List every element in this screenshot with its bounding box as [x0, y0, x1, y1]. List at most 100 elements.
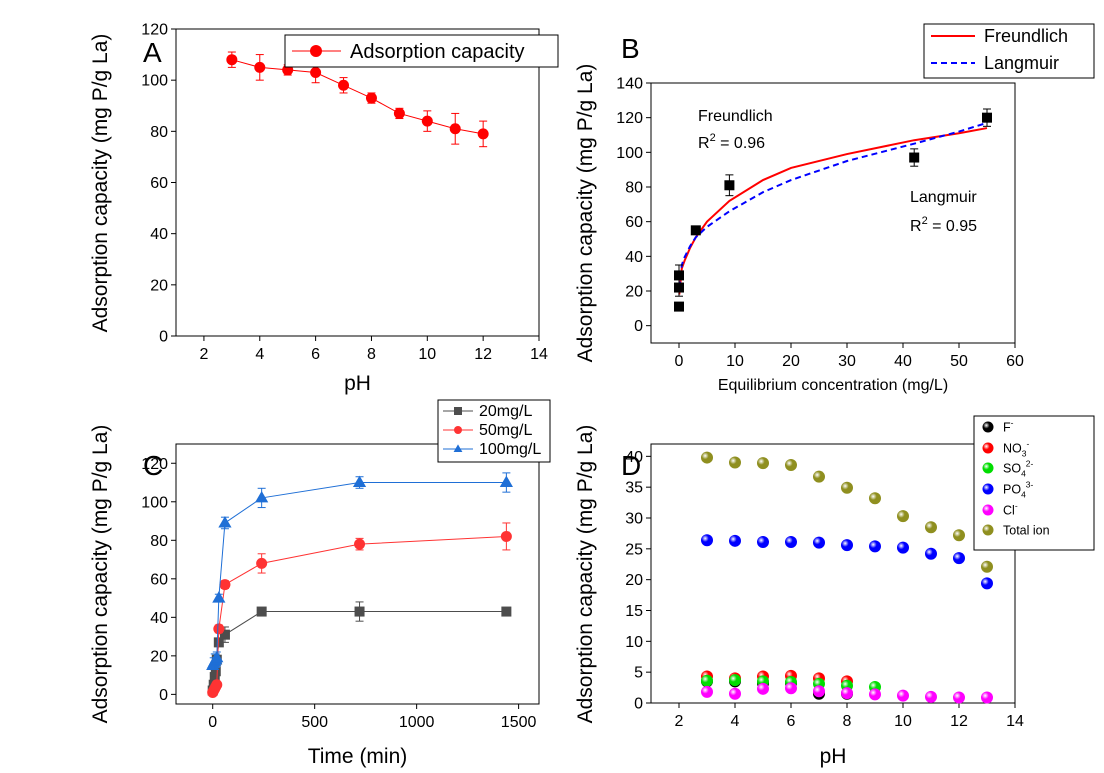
x-tick-label: 0: [208, 714, 217, 731]
x-tick-label: 2: [675, 713, 684, 730]
y-tick-label: 10: [625, 634, 643, 651]
legend-box: [923, 23, 1095, 79]
data-point: [925, 690, 937, 703]
x-axis-label: Time (min): [308, 745, 408, 768]
legend-marker: [982, 421, 994, 433]
y-tick-label: 20: [150, 277, 168, 294]
data-point: [785, 682, 797, 695]
annotation-fit-name: Langmuir: [910, 189, 977, 206]
data-point: [869, 688, 881, 701]
data-point: [499, 475, 513, 488]
y-tick-label: 15: [625, 603, 643, 620]
data-point: [219, 579, 231, 591]
data-point: [211, 679, 223, 691]
y-tick-label: 20: [150, 648, 168, 665]
panel-a: 2 4 6 8 10 12 14 0 20 40 60 80 100 120 pH Adsorption ca…: [89, 22, 559, 395]
x-tick-label: 30: [838, 353, 856, 370]
panel-letter: C: [143, 450, 163, 481]
series-line: [212, 611, 507, 691]
data-point: [757, 457, 769, 470]
data-point: [219, 629, 230, 640]
data-point: [785, 458, 797, 471]
legend-label: PO43-: [1003, 480, 1034, 500]
data-point: [210, 650, 224, 663]
panel-b: 0 10 20 30 40 50 60 0 20 40 60 80 100 120 140 Equilibri…: [574, 23, 1095, 394]
legend-label: 20mg/L: [479, 403, 532, 420]
plot-frame: [650, 443, 1016, 704]
x-tick-label: 0: [675, 353, 684, 370]
data-point: [953, 691, 965, 704]
legend: F- NO3-SO42-PO43-Cl- Total ion: [973, 415, 1095, 551]
data-point: [500, 530, 512, 542]
data-point: [729, 456, 741, 469]
x-tick-label: 8: [843, 713, 852, 730]
data-point: [421, 115, 433, 127]
plot-frame: [175, 28, 540, 337]
legend-label: 100mg/L: [479, 441, 541, 458]
data-point: [212, 591, 226, 603]
data-point: [981, 577, 993, 590]
data-point: [813, 470, 825, 483]
legend-marker: [982, 483, 994, 495]
data-point: [869, 492, 881, 505]
x-tick-label: 12: [950, 713, 968, 730]
y-tick-label: 30: [625, 511, 643, 528]
y-tick-label: 60: [150, 175, 168, 192]
y-tick-label: 80: [150, 124, 168, 141]
y-tick-label: 120: [616, 110, 643, 127]
legend-marker: [454, 407, 462, 415]
data-point: [674, 270, 684, 281]
data-point: [354, 606, 365, 617]
data-point: [352, 475, 367, 488]
data-point: [953, 552, 965, 565]
data-point: [254, 61, 266, 73]
data-point: [354, 538, 366, 550]
annotation-r2: R2 = 0.96: [698, 132, 765, 152]
data-point: [724, 180, 735, 191]
x-tick-label: 12: [474, 346, 492, 363]
series-line: [231, 59, 484, 135]
data-point: [841, 481, 853, 494]
data-point: [501, 606, 512, 617]
data-point: [338, 79, 350, 91]
y-tick-label: 0: [634, 696, 643, 713]
legend-marker: [453, 444, 463, 452]
legend: 20mg/L 50mg/L 100mg/L: [437, 399, 551, 463]
data-point: [393, 107, 405, 119]
y-tick-label: 25: [625, 541, 643, 558]
data-point: [255, 491, 269, 503]
x-tick-label: 10: [418, 346, 436, 363]
y-tick-label: 120: [141, 456, 168, 473]
panel-letter: B: [621, 33, 640, 64]
data-point: [226, 54, 238, 66]
panel-d: 2 4 6 8 10 12 14 0 5 10 15 20 25 30 35 40 pH Adsorption c…: [574, 415, 1095, 768]
data-point: [981, 691, 993, 704]
data-point: [674, 282, 684, 293]
data-point: [757, 682, 769, 695]
data-point: [690, 225, 701, 236]
y-tick-label: 60: [150, 571, 168, 588]
legend-label: SO42-: [1003, 459, 1034, 479]
y-tick-label: 40: [625, 249, 643, 266]
data-point: [757, 536, 769, 549]
data-point: [477, 128, 489, 140]
y-tick-label: 100: [616, 145, 643, 162]
legend-marker: [982, 442, 994, 454]
data-point: [729, 534, 741, 547]
y-tick-label: 60: [625, 214, 643, 231]
annotation-r2: R2 = 0.95: [910, 215, 977, 235]
y-tick-label: 0: [159, 329, 168, 346]
data-point: [674, 301, 684, 312]
data-point: [897, 541, 909, 554]
data-point: [701, 534, 713, 547]
x-tick-label: 2: [199, 346, 208, 363]
plot-frame: [650, 82, 1016, 344]
x-tick-label: 6: [787, 713, 796, 730]
x-tick-label: 14: [530, 346, 548, 363]
legend-label: F-: [1003, 418, 1014, 435]
panel-letter: A: [143, 37, 162, 68]
y-tick-label: 140: [616, 76, 643, 93]
fit-curve: [678, 121, 988, 288]
y-tick-label: 0: [634, 318, 643, 335]
legend-label: Freundlich: [984, 26, 1068, 46]
